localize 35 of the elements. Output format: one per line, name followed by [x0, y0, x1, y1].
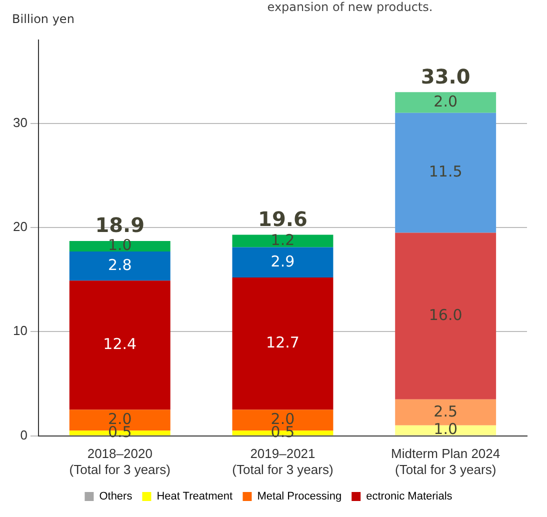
y-tick-label: 20: [12, 219, 28, 234]
total-label: 19.6: [258, 206, 308, 231]
data-label: 12.4: [103, 335, 137, 354]
x-tick-label: 2019–2021 (Total for 3 years): [232, 446, 334, 477]
legend-label: Heat Treatment: [156, 490, 233, 503]
legend-label: Others: [99, 490, 133, 503]
y-tick-label: 10: [12, 323, 28, 338]
data-label: 1.0: [434, 420, 458, 438]
total-label: 18.9: [95, 213, 145, 238]
legend-label: Metal Processing: [257, 490, 342, 503]
x-tick-label: Midterm Plan 2024 (Total for 3 years): [391, 446, 500, 477]
y-tick-label: 0: [20, 427, 28, 442]
data-label: 2.0: [434, 92, 458, 110]
bar: [232, 247, 334, 278]
data-label: 2.5: [434, 402, 458, 420]
bar: [395, 112, 496, 233]
data-label: 2.9: [270, 252, 295, 270]
chart-title: expansion of new products.: [266, 0, 434, 14]
bar: [69, 280, 170, 410]
y-axis-title: Billion yen: [12, 12, 74, 26]
bar: [395, 92, 496, 113]
x-tick-label: 2018–2020 (Total for 3 years): [69, 446, 170, 477]
total-label: 33.0: [420, 64, 470, 88]
y-tick-label: 30: [12, 114, 28, 130]
data-label: 11.5: [428, 162, 462, 181]
bar: [232, 277, 334, 410]
bar: [69, 251, 170, 281]
data-label: 1.0: [108, 236, 132, 254]
legend-label: ectronic Materials: [366, 490, 453, 503]
bar: [232, 234, 334, 248]
data-label: 16.0: [428, 306, 462, 324]
data-label: 12.7: [266, 334, 300, 352]
bar: [395, 232, 496, 400]
data-label: 2.8: [108, 256, 132, 274]
data-label: 1.2: [270, 230, 295, 249]
